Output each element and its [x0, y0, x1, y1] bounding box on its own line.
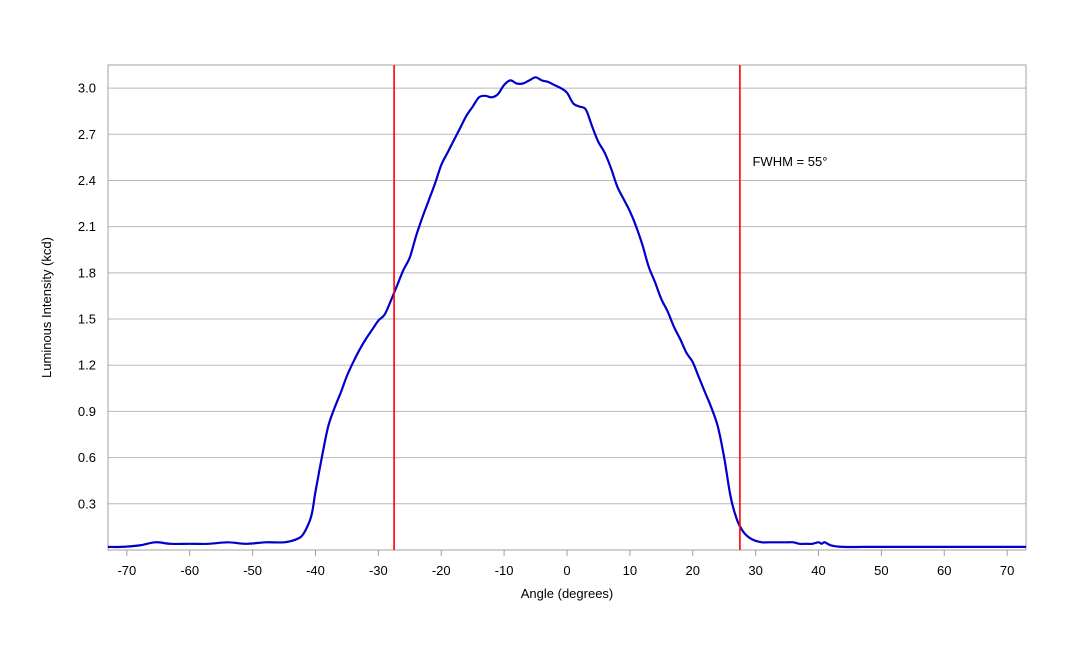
y-axis-label: Luminous Intensity (kcd) [39, 237, 54, 378]
x-tick-label: -70 [117, 563, 136, 578]
x-tick-label: -40 [306, 563, 325, 578]
x-tick-label: -60 [180, 563, 199, 578]
x-tick-label: 10 [623, 563, 637, 578]
x-tick-label: 70 [1000, 563, 1014, 578]
y-tick-label: 2.1 [78, 219, 96, 234]
y-tick-labels: 0.3 0.6 0.9 1.2 1.5 1.8 2.1 2.4 2.7 3.0 [78, 81, 96, 512]
y-tick-label: 2.7 [78, 127, 96, 142]
y-tick-label: 3.0 [78, 81, 96, 96]
x-tick-label: -20 [432, 563, 451, 578]
x-tick-label: 50 [874, 563, 888, 578]
fwhm-lines [393, 65, 741, 550]
x-axis-label: Angle (degrees) [521, 586, 614, 601]
x-tick-label: 40 [811, 563, 825, 578]
y-gridlines [108, 87, 1026, 505]
x-tick-label: -50 [243, 563, 262, 578]
plot-frame [107, 64, 1027, 551]
annotations: FWHM = 55° [752, 154, 827, 169]
x-tick-labels: -70 -60 -50 -40 -30 -20 -10 0 10 20 30 40 50 60 70 [117, 550, 1014, 578]
y-tick-label: 0.6 [78, 450, 96, 465]
x-tick-label: 20 [686, 563, 700, 578]
y-tick-label: 1.2 [78, 358, 96, 373]
y-tick-label: 1.5 [78, 312, 96, 327]
y-tick-label: 0.3 [78, 496, 96, 511]
y-tick-label: 1.8 [78, 265, 96, 280]
fwhm-annotation: FWHM = 55° [752, 154, 827, 169]
x-tick-label: 0 [563, 563, 570, 578]
x-tick-label: -30 [369, 563, 388, 578]
x-tick-label: 30 [748, 563, 762, 578]
series-layer [107, 76, 1026, 549]
x-tick-label: -10 [495, 563, 514, 578]
x-tick-label: 60 [937, 563, 951, 578]
y-tick-label: 0.9 [78, 404, 96, 419]
y-tick-label: 2.4 [78, 173, 96, 188]
luminous-intensity-line [107, 76, 1026, 549]
